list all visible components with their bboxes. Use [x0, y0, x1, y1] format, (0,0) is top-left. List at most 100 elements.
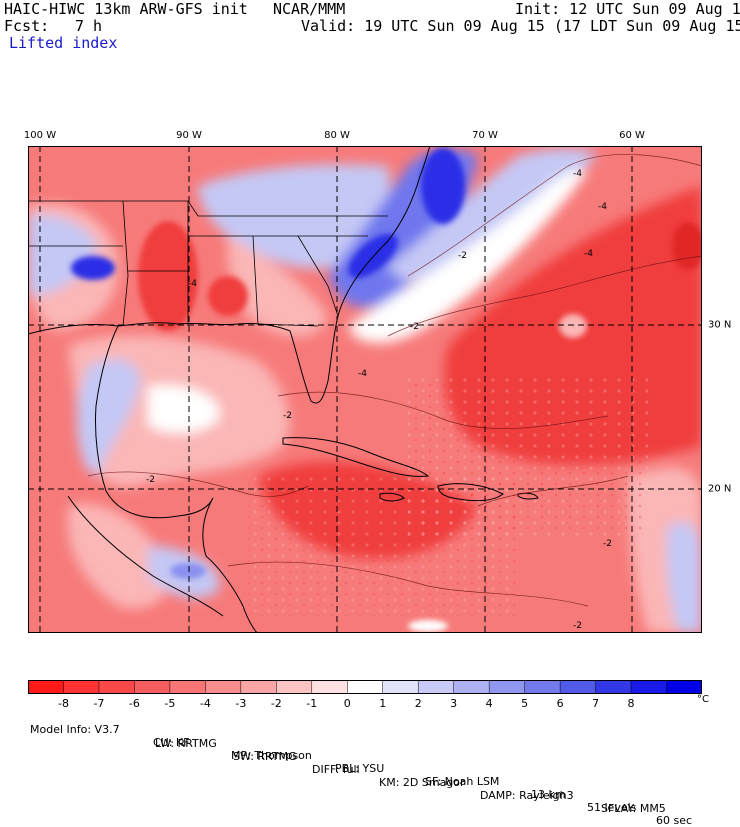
lon-label-90w: 90 W [176, 130, 202, 141]
colorbar-boxes [28, 680, 702, 694]
border-2 [122, 200, 129, 327]
colorbar-box [630, 680, 668, 694]
contour-labels: -4 -4 -4 -2 -2 -2 -2 -2 -2 -4 -4 [146, 169, 612, 631]
valid-time: Valid: 19 UTC Sun 09 Aug 15 (17 LDT Sun … [301, 17, 740, 35]
colorbar-box [240, 680, 278, 694]
contour-3 [277, 391, 609, 429]
colorbar-label: 6 [556, 697, 564, 710]
colorbar-box [453, 680, 490, 694]
field-texture-caribbean [248, 476, 518, 616]
colorbar-label: -4 [199, 697, 211, 710]
contour-label: -4 [598, 202, 607, 212]
colorbar-label: 3 [450, 697, 458, 710]
contour-label: -2 [573, 621, 582, 631]
gulf-coast [28, 146, 431, 404]
lon-label-70w: 70 W [472, 130, 498, 141]
info-version: Model Info: V3.7 [30, 723, 120, 736]
contour-label: -4 [584, 249, 593, 259]
strong-positive-carolina [348, 233, 398, 279]
colorbar-box [382, 680, 419, 694]
info-diffusion: DIFF: full [312, 763, 360, 776]
strong-negative-mississippi [138, 221, 198, 331]
init-time: Init: 12 UTC Sun 09 Aug 15 [515, 0, 740, 18]
colorbar-label: -5 [164, 697, 176, 710]
colorbar-label: -1 [306, 697, 318, 710]
central-america-coast [205, 555, 259, 633]
colorbar-box [276, 680, 313, 694]
mexico-pale [68, 504, 170, 609]
colorbar-label: -3 [235, 697, 247, 710]
info-timestep: 60 sec [656, 814, 693, 827]
contour-2 [387, 255, 702, 337]
colorbar-box [347, 680, 384, 694]
colorbar-label: -6 [128, 697, 140, 710]
info-sflay: SFLAY: MM5 [601, 802, 666, 815]
strong-positive-north [421, 148, 465, 224]
contour-label: -2 [410, 322, 419, 332]
colorbar [28, 680, 702, 694]
border-6 [297, 235, 339, 317]
colorbar-box [311, 680, 349, 694]
neutral-spot-caribbean [408, 620, 448, 632]
model-title: HAIC-HIWC 13km ARW-GFS init [4, 0, 248, 18]
contour-label: -2 [146, 475, 155, 485]
neutral-band [348, 169, 588, 343]
lat-label-20n: 20 N [708, 483, 732, 495]
colorbar-label: 4 [485, 697, 493, 710]
colorbar-box [98, 680, 136, 694]
border-4 [252, 235, 259, 325]
colorbar-label: -2 [270, 697, 282, 710]
pacific-coast [67, 495, 224, 617]
info-shortwave: SW: RRTMG [233, 750, 297, 763]
contour-6 [227, 561, 589, 607]
border-1 [28, 200, 388, 217]
lon-label-100w: 100 W [23, 130, 57, 141]
appalachian-weak-positive [198, 164, 390, 269]
colorbar-box [559, 680, 597, 694]
contour-label: -4 [358, 369, 367, 379]
colorbar-frame [28, 680, 702, 694]
contour-label: -4 [573, 169, 582, 179]
mexico-coast [95, 325, 214, 557]
colorbar-label: 7 [592, 697, 600, 710]
colorbar-unit: °C [697, 694, 709, 705]
weak-positive-honduras [170, 563, 206, 579]
contour-label: -4 [188, 279, 197, 289]
lifted-index-map: -4 -4 -4 -2 -2 -2 -2 -2 -2 -4 -4 [28, 146, 702, 633]
colorbar-box [63, 680, 100, 694]
gulf-neutral [148, 385, 220, 433]
field-details [71, 148, 702, 632]
colorbar-label: -7 [93, 697, 105, 710]
coastlines [28, 146, 539, 633]
contours [87, 154, 702, 607]
colorbar-label: 1 [379, 697, 387, 710]
map-frame [28, 146, 702, 633]
colorbar-box [488, 680, 526, 694]
contour-label: -2 [603, 539, 612, 549]
colorbar-box [524, 680, 561, 694]
forecast-label: Fcst: [4, 17, 50, 35]
contour-1 [407, 154, 702, 277]
strong-negative-alabama [208, 276, 248, 316]
colorbar-box [28, 680, 65, 694]
puerto-rico [517, 492, 539, 500]
org-label: NCAR/MMM [273, 0, 346, 18]
colorbar-box [417, 680, 455, 694]
colorbar-box [666, 680, 702, 694]
colorbar-label: -8 [57, 697, 69, 710]
forecast-hour: 7 h [75, 17, 103, 35]
pale-spot-atlantic [559, 314, 587, 338]
colorbar-label: 2 [414, 697, 422, 710]
southeast-weak-negative [227, 236, 328, 337]
colorbar-label: 8 [627, 697, 635, 710]
lon-label-60w: 60 W [619, 130, 645, 141]
info-km: KM: 2D Smagor [379, 776, 465, 789]
field-name: Lifted index [9, 34, 118, 52]
lon-label-80w: 80 W [324, 130, 350, 141]
colorbar-box [134, 680, 171, 694]
colorbar-box [595, 680, 632, 694]
jamaica [379, 492, 405, 502]
model-info-line-2: LW: RRTMG SW: RRTMG DIFF: full KM: 2D Sm… [0, 724, 740, 815]
atlantic-weak-positive-east [666, 522, 702, 633]
colorbar-label: 5 [521, 697, 529, 710]
